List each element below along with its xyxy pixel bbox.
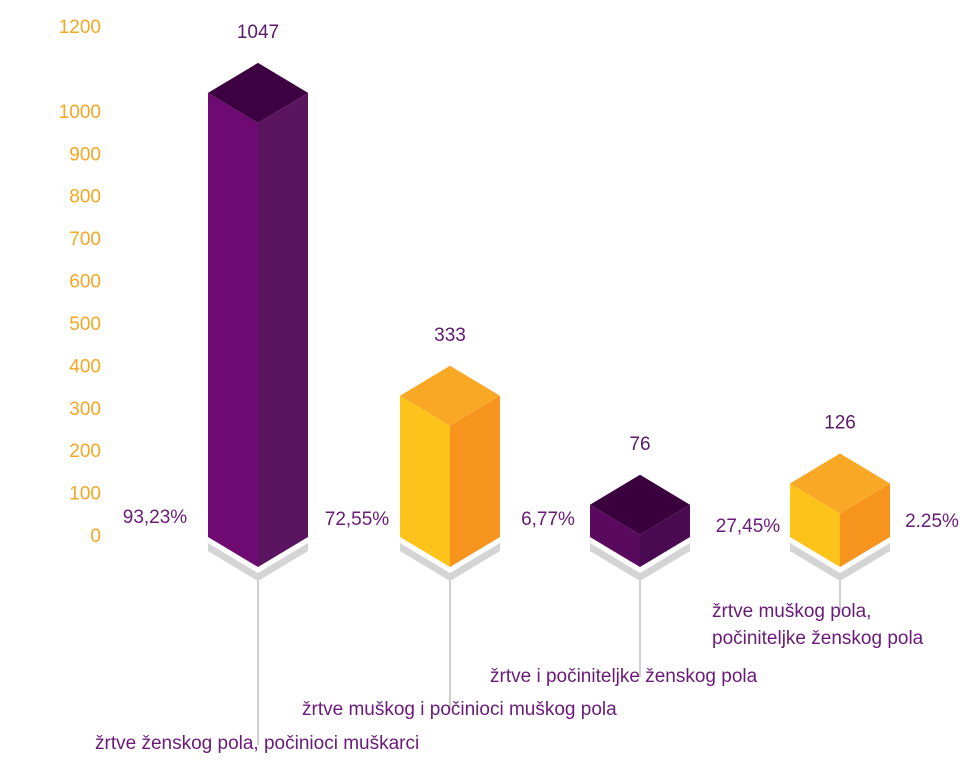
bar-right-face (840, 483, 890, 567)
y-tick-label: 800 (69, 187, 101, 208)
y-tick-label: 200 (69, 441, 101, 462)
bar-shadow (590, 543, 690, 581)
bar-left-face (790, 483, 840, 567)
bar-top-face (790, 453, 890, 514)
y-tick-label: 1000 (59, 102, 101, 123)
bar (590, 474, 690, 567)
bar-top-face (400, 365, 500, 426)
y-tick-label: 700 (69, 229, 101, 250)
y-tick-label: 400 (69, 356, 101, 377)
category-label: žrtve i počiniteljke ženskog pola (490, 666, 758, 687)
y-tick-label: 300 (69, 399, 101, 420)
value-label: 126 (824, 413, 856, 434)
value-label: 1047 (237, 22, 279, 43)
bar (400, 365, 500, 567)
percent-label: 72,55% (325, 509, 390, 530)
bar-right-face (450, 395, 500, 567)
bar (790, 453, 890, 567)
y-tick-label: 1200 (59, 17, 101, 38)
bar-right-face (640, 504, 690, 567)
y-tick-label: 600 (69, 272, 101, 293)
bar-shadow (790, 543, 890, 581)
y-tick-label: 500 (69, 314, 101, 335)
bar (208, 62, 308, 568)
bar-left-face (208, 92, 258, 568)
bar-right-face (258, 92, 308, 568)
bar-shadow (208, 543, 308, 581)
bar-shadow (400, 543, 500, 581)
bar-top-face (590, 474, 690, 535)
percent-label: 27,45% (716, 516, 781, 537)
value-label: 76 (629, 434, 650, 455)
category-label: žrtve muškog pola, počiniteljke ženskog … (712, 601, 924, 649)
value-label: 333 (434, 325, 466, 346)
percent-label: 2.25% (905, 511, 959, 532)
category-label: žrtve muškog i počinioci muškog pola (302, 699, 617, 720)
bar-left-face (400, 395, 450, 567)
category-label: žrtve ženskog pola, počinioci muškarci (95, 733, 420, 754)
y-tick-label: 100 (69, 484, 101, 505)
y-tick-label: 0 (90, 526, 101, 547)
bar-left-face (590, 504, 640, 567)
percent-label: 6,77% (521, 509, 575, 530)
percent-label: 93,23% (123, 507, 188, 528)
y-tick-label: 900 (69, 144, 101, 165)
bar-top-face (208, 62, 308, 123)
